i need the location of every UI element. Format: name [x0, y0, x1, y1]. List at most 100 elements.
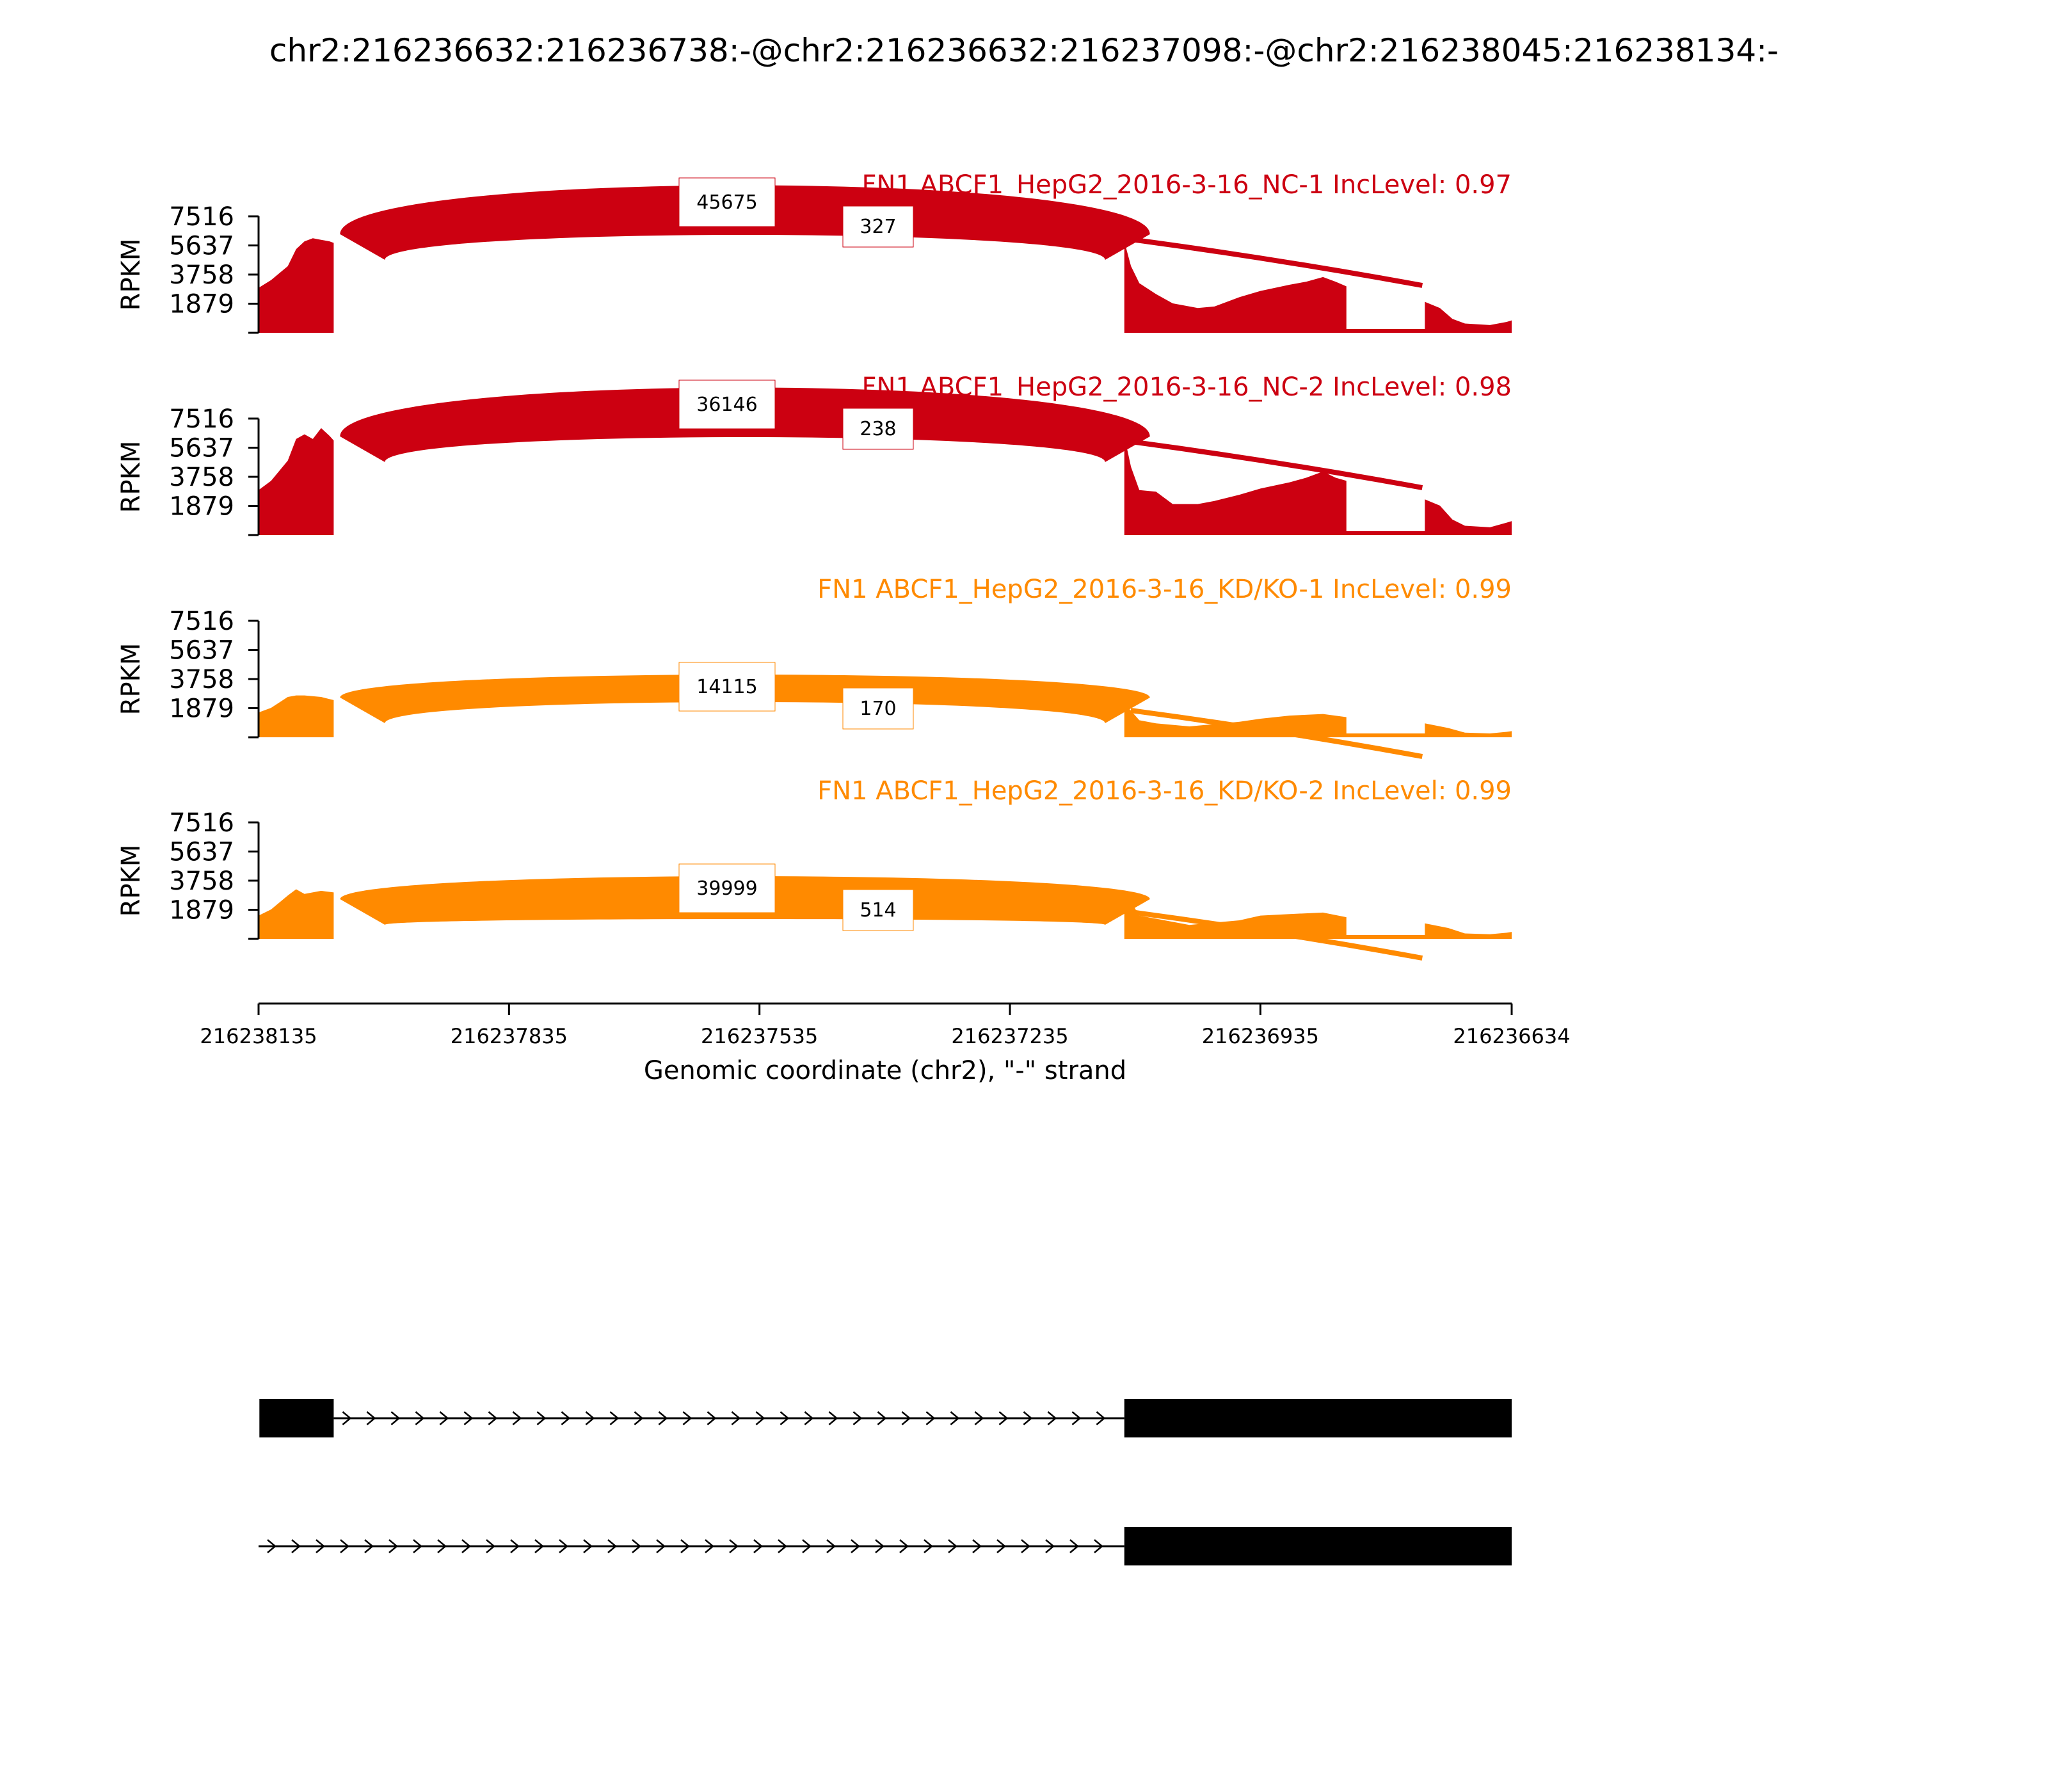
y-tick-label: 1879: [169, 694, 234, 724]
strand-arrow-icon: [1023, 1411, 1033, 1425]
exon-block: [1124, 1399, 1512, 1437]
y-tick-label: 3758: [169, 867, 234, 896]
y-tick-label: 5637: [169, 232, 234, 261]
junction-arc: [1130, 439, 1423, 490]
strand-arrow-icon: [802, 1539, 812, 1553]
strand-arrow-icon: [972, 1539, 982, 1553]
y-axis-label: RPKM: [116, 441, 146, 513]
x-tick-label: 216237535: [701, 1024, 818, 1048]
strand-arrow-icon: [1094, 1539, 1103, 1553]
strand-arrow-icon: [559, 1539, 568, 1553]
strand-arrow-icon: [534, 1539, 544, 1553]
strand-arrow-icon: [486, 1539, 495, 1553]
junction-count-box: [842, 205, 914, 248]
y-tick-label: 1879: [169, 290, 234, 319]
strand-arrow-icon: [316, 1539, 325, 1553]
strand-arrow-icon: [340, 1539, 349, 1553]
strand-arrow-icon: [536, 1411, 547, 1425]
junction-arc: [1130, 909, 1423, 961]
strand-arrow-icon: [731, 1411, 741, 1425]
junction-count-box: [678, 380, 776, 429]
strand-arrow-icon: [607, 1539, 617, 1553]
junction-count-label: 36146: [696, 394, 757, 416]
track-label: FN1 ABCF1_HepG2_2016-3-16_NC-1 IncLevel:…: [861, 170, 1512, 200]
y-tick-label: 5637: [169, 636, 234, 666]
junction-count-label: 327: [860, 216, 896, 238]
y-tick-label: 5637: [169, 434, 234, 463]
strand-arrow-icon: [899, 1539, 909, 1553]
strand-arrow-icon: [996, 1539, 1006, 1553]
strand-arrow-icon: [609, 1411, 620, 1425]
strand-arrow-icon: [780, 1411, 790, 1425]
strand-arrow-icon: [413, 1539, 422, 1553]
strand-arrow-icon: [705, 1539, 714, 1553]
junction-count-label: 170: [860, 698, 896, 720]
y-tick-label: 7516: [169, 202, 234, 232]
strand-arrow-icon: [366, 1411, 376, 1425]
x-tick-label: 216238135: [200, 1024, 317, 1048]
y-tick-label: 1879: [169, 896, 234, 925]
strand-arrow-icon: [291, 1539, 301, 1553]
y-axis-label: RPKM: [116, 643, 146, 716]
junction-count-box: [842, 687, 914, 730]
strand-arrow-icon: [1021, 1539, 1030, 1553]
strand-arrow-icon: [1071, 1411, 1082, 1425]
strand-arrow-icon: [415, 1411, 425, 1425]
strand-arrow-icon: [950, 1411, 960, 1425]
junction-count-box: [842, 408, 914, 450]
exon-block: [259, 1399, 334, 1437]
junction-count-label: 45675: [696, 191, 757, 214]
strand-arrow-icon: [755, 1411, 765, 1425]
strand-arrow-icon: [778, 1539, 787, 1553]
y-tick-label: 7516: [169, 808, 234, 838]
y-axis-label: RPKM: [116, 239, 146, 311]
strand-arrow-icon: [632, 1539, 641, 1553]
strand-arrow-icon: [852, 1411, 863, 1425]
x-axis: 216238135 216237835 216237535 216237235 2162…: [200, 1002, 1571, 1048]
strand-arrow-icon: [1047, 1411, 1057, 1425]
junction-count-label: 14115: [696, 676, 757, 698]
y-tick-label: 3758: [169, 260, 234, 290]
strand-arrow-icon: [682, 1411, 692, 1425]
exon-block: [1124, 1527, 1512, 1565]
track-label: FN1 ABCF1_HepG2_2016-3-16_NC-2 IncLevel:…: [861, 372, 1512, 402]
strand-arrow-icon: [1045, 1539, 1055, 1553]
strand-arrow-icon: [974, 1411, 984, 1425]
y-axis-label: RPKM: [116, 845, 146, 917]
junction-count-box: [678, 177, 776, 227]
track-label: FN1 ABCF1_HepG2_2016-3-16_KD/KO-2 IncLev…: [817, 776, 1512, 806]
strand-arrow-icon: [998, 1411, 1009, 1425]
strand-arrow-icon: [680, 1539, 690, 1553]
strand-arrow-icon: [583, 1539, 593, 1553]
strand-arrow-icon: [510, 1539, 520, 1553]
strand-arrow-icon: [512, 1411, 522, 1425]
strand-arrow-icon: [924, 1539, 933, 1553]
strand-arrow-icon: [585, 1411, 595, 1425]
strand-arrow-icon: [342, 1411, 352, 1425]
y-tick-label: 1879: [169, 492, 234, 522]
coverage-area: [259, 695, 1512, 737]
strand-arrow-icon: [753, 1539, 763, 1553]
coverage-area: [259, 889, 1512, 939]
y-tick-label: 5637: [169, 838, 234, 867]
strand-arrow-icon: [804, 1411, 814, 1425]
junction-count-label: 39999: [696, 877, 757, 900]
figure-title: chr2:216236632:216236738:-@chr2:21623663…: [269, 32, 1779, 69]
strand-arrow-icon: [267, 1539, 276, 1553]
strand-arrow-icon: [828, 1411, 838, 1425]
strand-arrow-icon: [1096, 1411, 1106, 1425]
strand-arrow-icon: [1069, 1539, 1079, 1553]
x-tick-label: 216236634: [1453, 1024, 1570, 1048]
y-tick-label: 7516: [169, 404, 234, 434]
strand-arrow-icon: [561, 1411, 571, 1425]
strand-arrow-icon: [925, 1411, 936, 1425]
junction-count-box: [678, 863, 776, 913]
junction-arc: [1130, 237, 1423, 288]
strand-arrow-icon: [875, 1539, 884, 1553]
